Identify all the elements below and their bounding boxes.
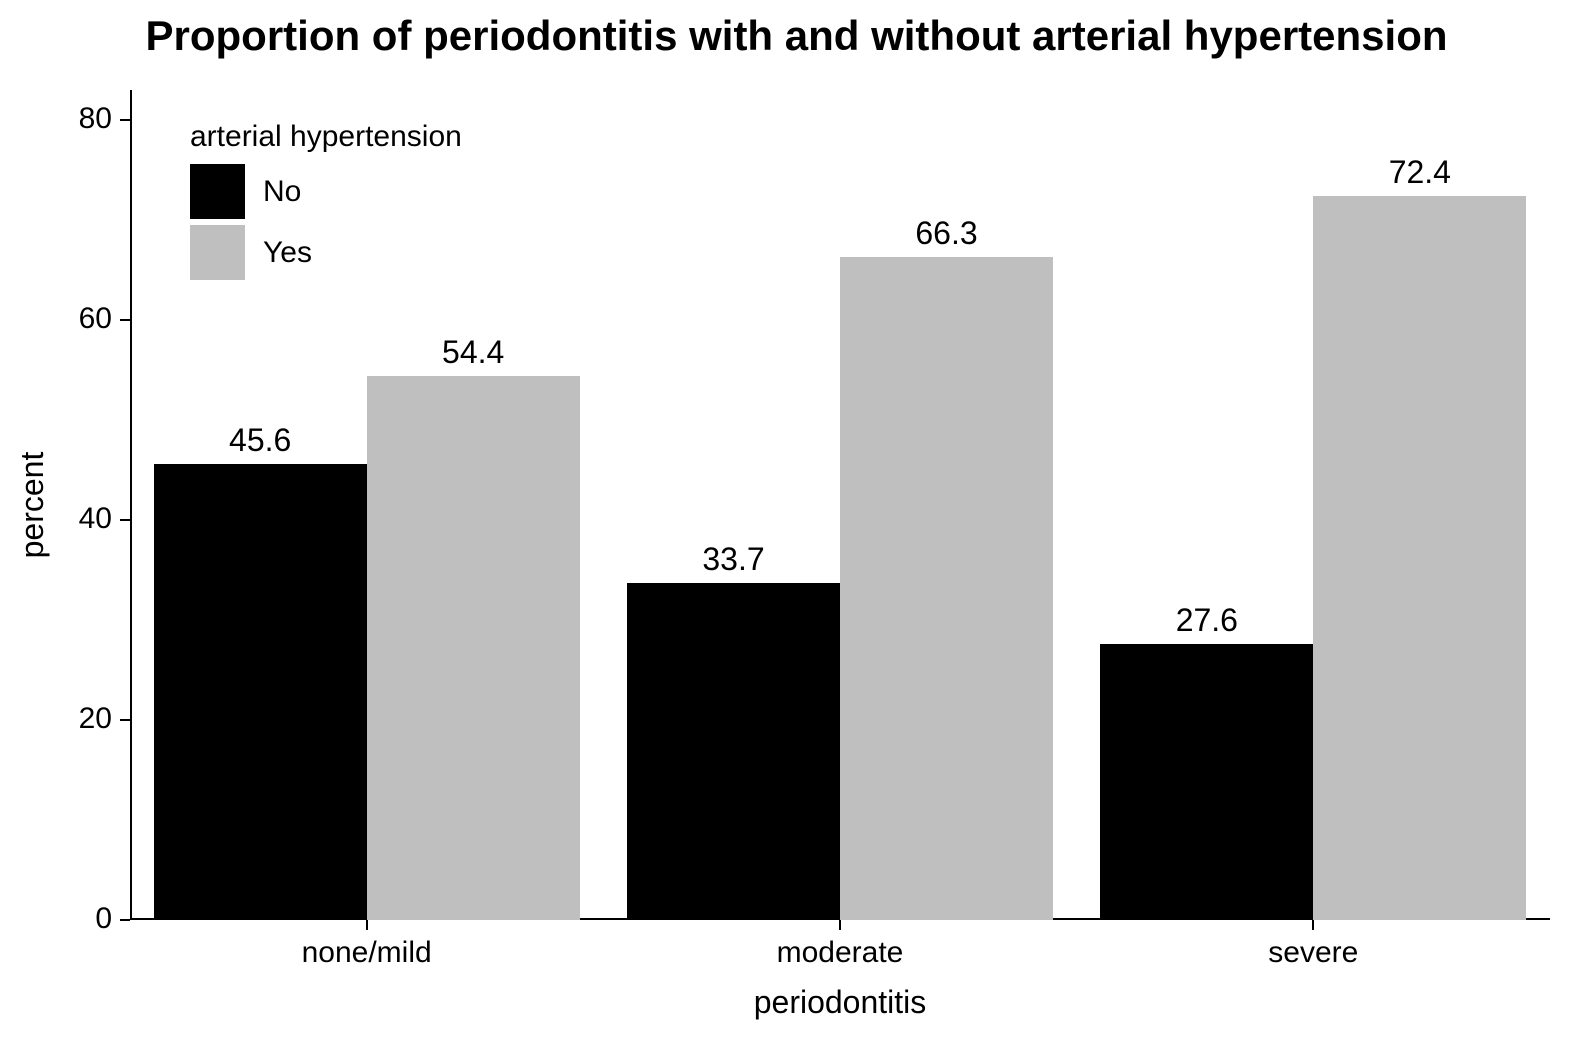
legend-swatch [190,164,245,219]
y-tick-label: 40 [42,502,112,536]
y-tick-label: 80 [42,102,112,136]
bar-value-label: 72.4 [1293,154,1546,191]
bar [840,257,1053,920]
bar [1100,644,1313,920]
x-tick-label: none/mild [237,936,497,970]
bar [1313,196,1526,920]
legend-label: Yes [263,236,312,270]
bar [154,464,367,920]
bar [627,583,840,920]
x-tick [839,920,841,930]
y-tick-label: 60 [42,302,112,336]
chart-stage: Proportion of periodontitis with and wit… [0,0,1593,1056]
y-tick [120,519,130,521]
x-tick [1312,920,1314,930]
x-tick [366,920,368,930]
y-tick [120,919,130,921]
y-tick [120,319,130,321]
bar [367,376,580,920]
legend-item: No [190,164,462,219]
bar-value-label: 54.4 [347,334,600,371]
legend-swatch [190,225,245,280]
y-tick-label: 20 [42,702,112,736]
y-tick [120,719,130,721]
y-tick [120,119,130,121]
bar-value-label: 66.3 [820,215,1073,252]
legend-title: arterial hypertension [190,120,462,154]
legend: arterial hypertension No Yes [190,120,462,286]
chart-title: Proportion of periodontitis with and wit… [0,12,1593,60]
x-axis-title: periodontitis [130,984,1550,1021]
plot-area: 45.6 54.4 33.7 66.3 27.6 72.4 arterial hyperte… [130,90,1550,920]
bar-value-label: 27.6 [1080,602,1333,639]
x-tick-label: moderate [710,936,970,970]
legend-label: No [263,175,301,209]
bar-value-label: 45.6 [134,422,387,459]
y-axis-line [130,90,132,920]
bar-value-label: 33.7 [607,541,860,578]
y-tick-label: 0 [42,902,112,936]
x-tick-label: severe [1183,936,1443,970]
legend-item: Yes [190,225,462,280]
